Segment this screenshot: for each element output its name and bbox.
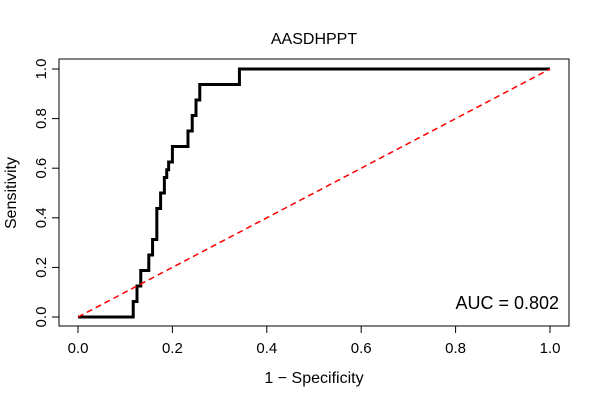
auc-annotation: AUC = 0.802 <box>455 293 559 313</box>
x-tick-label: 0.6 <box>351 340 372 357</box>
y-tick-label: 0.0 <box>33 307 50 328</box>
y-tick-label: 0.2 <box>33 257 50 278</box>
x-tick-label: 0.2 <box>162 340 183 357</box>
y-axis-ticks: 0.0 0.2 0.4 0.6 0.8 1.0 <box>33 59 60 328</box>
x-tick-label: 1.0 <box>540 340 561 357</box>
y-tick-label: 1.0 <box>33 59 50 80</box>
y-axis-label: Sensitivity <box>3 157 20 229</box>
x-tick-label: 0.0 <box>68 340 89 357</box>
roc-curve-line <box>78 67 550 319</box>
series-layer <box>77 67 551 319</box>
x-tick-label: 0.8 <box>445 340 466 357</box>
y-tick-label: 0.8 <box>33 108 50 129</box>
y-tick-label: 0.4 <box>33 207 50 228</box>
chart-title: AASDHPPT <box>271 31 357 48</box>
y-tick-label: 0.6 <box>33 158 50 179</box>
reference-diagonal-line <box>77 68 551 318</box>
x-axis-ticks: 0.0 0.2 0.4 0.6 0.8 1.0 <box>68 325 561 357</box>
x-axis-label: 1 − Specificity <box>264 370 363 387</box>
x-tick-label: 0.4 <box>256 340 277 357</box>
